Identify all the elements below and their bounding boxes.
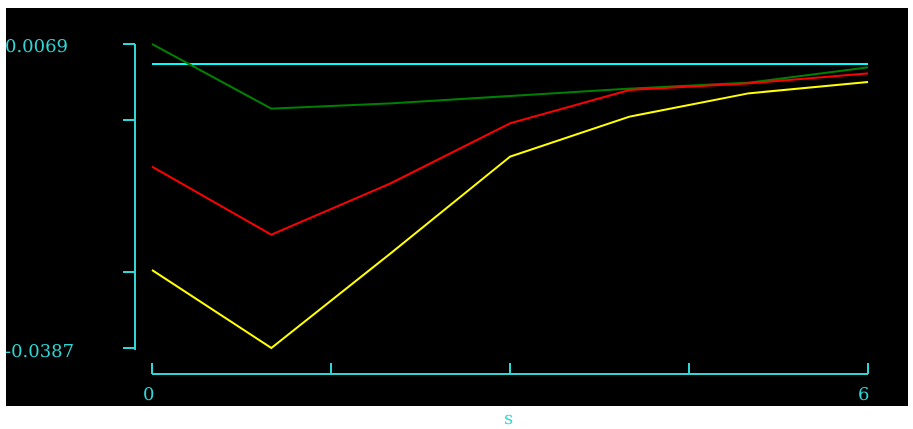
- y-tick-label-bottom: -0.0387: [5, 341, 74, 362]
- plot-layer: [123, 43, 869, 374]
- plot-area: [6, 8, 908, 406]
- x-tick-label-end: 6: [858, 384, 869, 405]
- y-tick-label-top: 0.0069: [5, 36, 68, 57]
- series-line-2: [151, 72, 869, 236]
- x-tick-label-start: 0: [143, 384, 154, 405]
- x-axis-title: s: [504, 408, 513, 429]
- series-line-3: [151, 81, 869, 350]
